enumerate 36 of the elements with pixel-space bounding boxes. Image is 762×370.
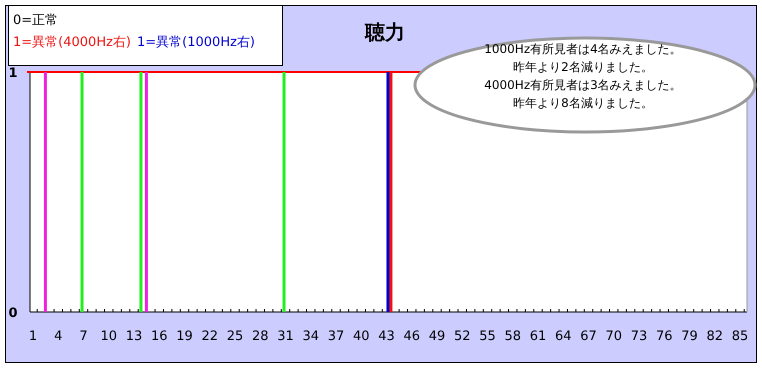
annotation: 昨年より2名減りました。 <box>513 60 653 74</box>
x-tick-label: 37 <box>328 329 344 344</box>
x-tick-label: 76 <box>656 329 673 344</box>
x-tick-label: 46 <box>403 329 420 344</box>
x-tick-label: 22 <box>201 329 218 344</box>
legend: 0=正常 1=異常(4000Hz右) 1=異常(1000Hz右) <box>8 5 283 66</box>
x-tick-label: 64 <box>554 329 572 344</box>
x-tick-label: 79 <box>681 329 698 344</box>
y-tick-label: 0 <box>8 306 18 321</box>
x-tick-label: 25 <box>226 329 244 344</box>
annotation: 4000Hz有所見者は3名みえました。 <box>484 78 682 92</box>
x-tick-label: 28 <box>252 329 269 344</box>
x-tick-label: 43 <box>378 329 395 344</box>
x-tick-label: 85 <box>732 329 748 344</box>
callout: 1000Hz有所見者は4名みえました。 昨年より2名減りました。 4000Hz有所見者は3名みえました。 昨年より8名減りました。 <box>414 36 756 134</box>
x-tick-label: 4 <box>54 329 62 344</box>
x-tick-label: 67 <box>580 329 597 344</box>
x-tick-label: 58 <box>504 329 522 344</box>
x-tick-label: 13 <box>126 329 142 344</box>
annotation: 昨年より8名減りました。 <box>513 96 653 110</box>
x-tick-label: 34 <box>302 329 320 344</box>
x-tick-label: 82 <box>706 329 724 344</box>
x-tick-label: 19 <box>176 329 193 344</box>
x-tick-label: 40 <box>352 329 370 344</box>
x-tick-label: 7 <box>79 329 88 344</box>
x-tick-label: 61 <box>530 329 546 344</box>
x-tick-label: 31 <box>277 329 294 344</box>
x-tick-label: 10 <box>100 329 118 344</box>
x-tick-label: 49 <box>428 329 446 344</box>
x-tick-label: 16 <box>150 329 168 344</box>
x-tick-label: 73 <box>630 329 648 344</box>
x-tick-label: 55 <box>479 329 496 344</box>
x-tick-label: 52 <box>454 329 471 344</box>
chart-title: 聴力 <box>364 20 405 44</box>
x-tick-label: 1 <box>28 329 38 344</box>
x-tick-label: 70 <box>605 329 622 344</box>
